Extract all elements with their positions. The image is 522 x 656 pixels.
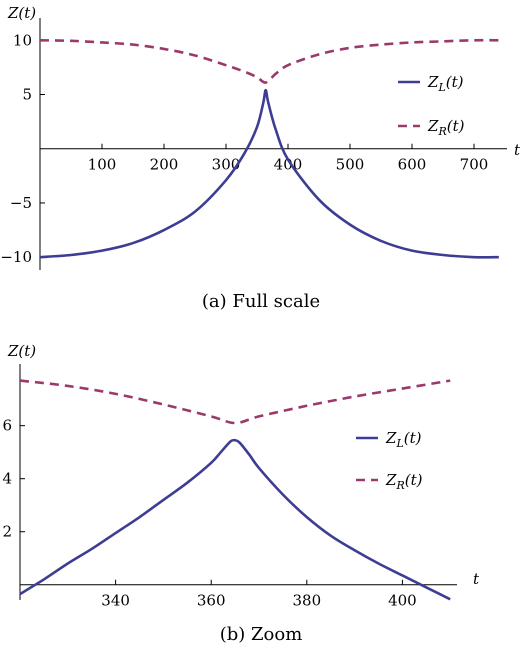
legend-label-r: ZR(t)	[385, 471, 423, 492]
y-tick-label: 10	[13, 31, 32, 49]
y-axis-label: Z(t)	[7, 4, 36, 22]
chart-1: 340 360 380 400 2 4 6 Z(t) t ZL(t) ZR(t) (b) Zoom	[2, 342, 480, 645]
x-tick-label: 100	[88, 156, 117, 174]
legend-label-l: ZL(t)	[385, 429, 422, 450]
series-line-r	[19, 379, 451, 425]
x-tick-label: 600	[398, 156, 427, 174]
x-tick-label: 380	[292, 592, 321, 610]
x-tick-label: 400	[388, 592, 417, 610]
y-tick-label: −10	[0, 248, 32, 266]
series-line-l	[39, 88, 499, 259]
y-tick-label: −5	[10, 194, 32, 212]
x-tick-label: 200	[150, 156, 179, 174]
chart-caption: (a) Full scale	[202, 291, 320, 312]
x-tick-label: 500	[336, 156, 365, 174]
y-tick-label: 6	[2, 417, 12, 435]
x-axis-label: t	[514, 141, 521, 159]
y-tick-label: 4	[2, 470, 12, 488]
y-tick-label: 2	[2, 523, 12, 541]
x-tick-label: 340	[101, 592, 130, 610]
legend-label-r: ZR(t)	[427, 117, 465, 138]
x-tick-label: 360	[197, 592, 226, 610]
series-line-r	[39, 38, 499, 84]
chart-caption: (b) Zoom	[220, 624, 303, 645]
y-tick-label: 5	[22, 85, 32, 103]
x-axis-label: t	[473, 570, 480, 588]
x-tick-label: 700	[460, 156, 489, 174]
series-line-l	[19, 438, 451, 601]
legend-label-l: ZL(t)	[427, 73, 464, 94]
y-axis-label: Z(t)	[7, 342, 36, 360]
chart-0: 100 200 300 400 500 600 700−10−5510Z(t)tZL(t)Z…	[0, 4, 521, 312]
